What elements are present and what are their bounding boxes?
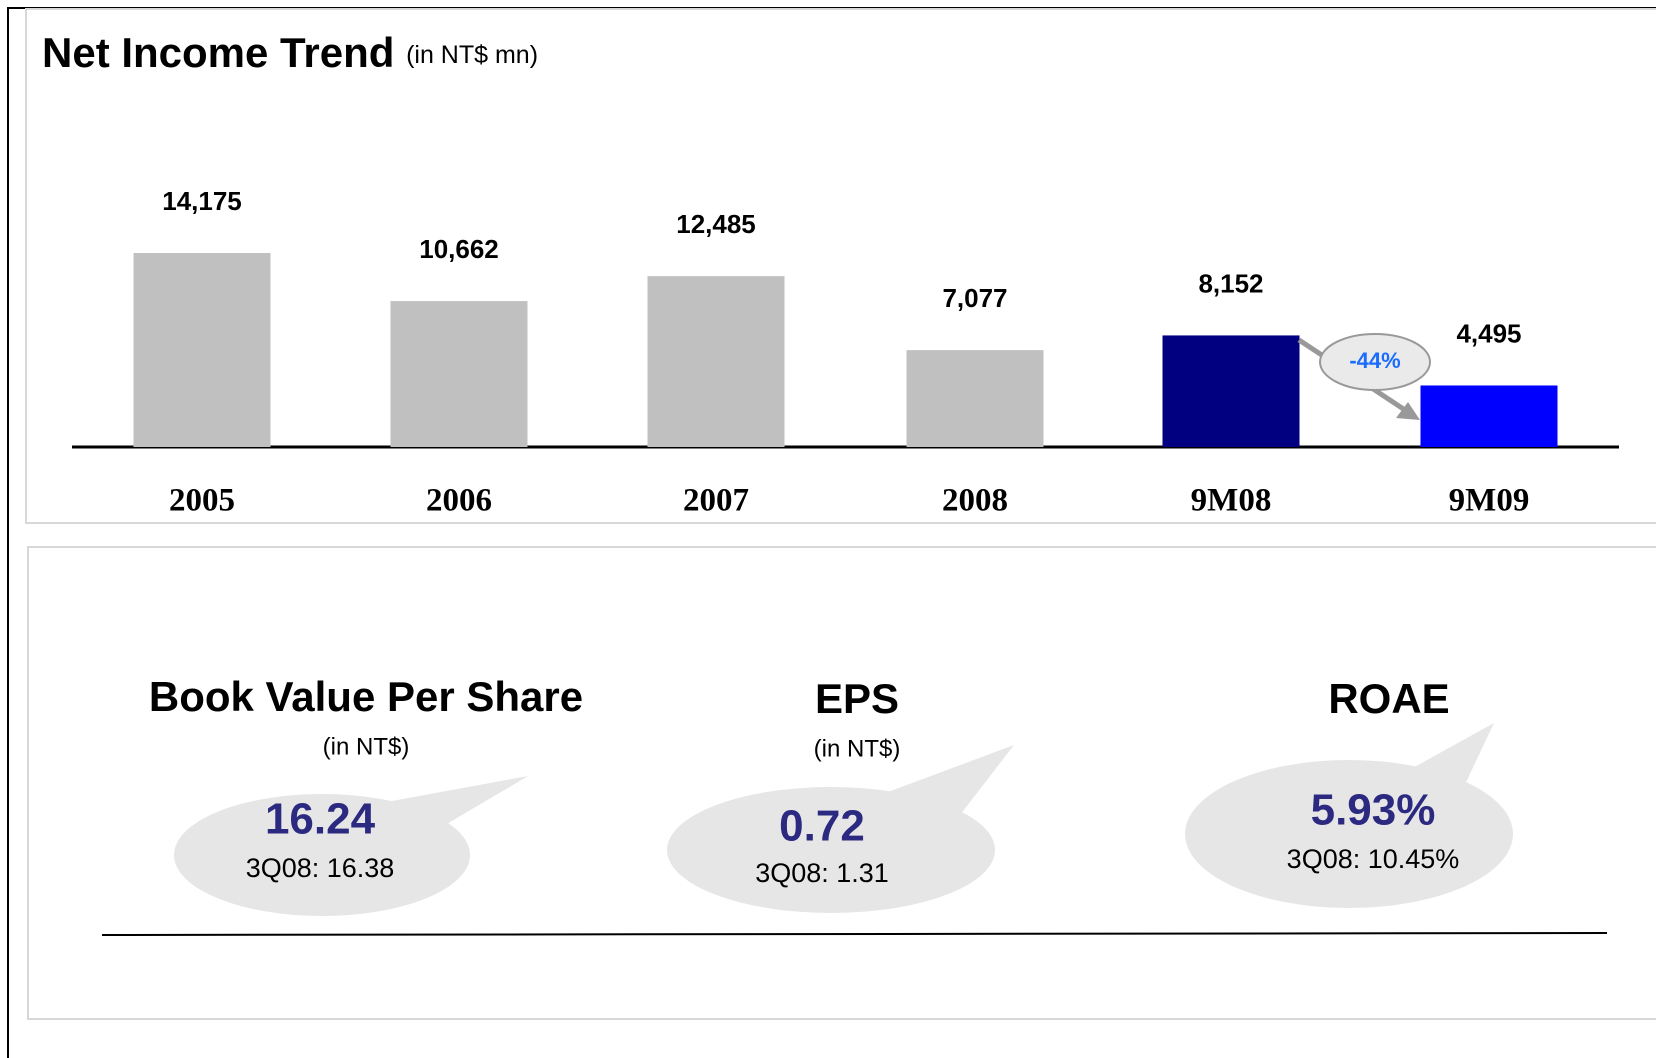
kpi-unit: (in NT$) [814,735,901,762]
kpi-value: 0.72 [779,802,865,851]
kpi-comparison: 3Q08: 16.38 [246,853,395,883]
kpi-panel [27,546,1656,1020]
x-tick-label: 2007 [683,483,749,519]
bar [906,350,1044,447]
chart-subtitle: (in NT$ mn) [406,41,538,69]
bar [647,276,785,447]
kpi-roae: ROAE 5.93% 3Q08: 10.45% [1185,675,1513,908]
x-tick-label: 9M09 [1449,483,1530,519]
bubble-tail [880,745,1014,815]
x-tick-label: 2008 [942,483,1008,519]
chart-title-text: Net Income Trend [42,29,394,76]
value-label: 8,152 [1198,268,1263,298]
bubble-tail [370,776,528,828]
x-tick-label: 9M08 [1191,483,1272,519]
kpi-eps: EPS (in NT$) 0.72 3Q08: 1.31 [667,675,1014,913]
kpi-bvps: Book Value Per Share (in NT$) 16.24 3Q08… [149,673,583,916]
chart-title: Net Income Trend (in NT$ mn) [42,29,538,76]
value-label: 12,485 [676,209,756,239]
value-label: 4,495 [1456,318,1521,348]
bubble-tail [1400,723,1494,795]
bar [390,301,528,447]
kpi-unit: (in NT$) [323,733,410,760]
kpi-comparison: 3Q08: 10.45% [1287,844,1460,874]
bubble [174,794,470,916]
change-label: -44% [1349,348,1400,373]
x-tick-label: 2006 [426,483,492,519]
value-label: 10,662 [419,234,499,264]
bubble [1185,760,1513,908]
change-bubble [1319,333,1431,391]
kpi-title: EPS [815,675,899,722]
kpi-title: ROAE [1328,675,1449,722]
value-label: 7,077 [942,283,1007,313]
divider [101,932,1608,936]
bubble [667,787,995,913]
chart-panel [25,8,1656,524]
bar [133,253,271,447]
bar [1420,385,1558,447]
kpi-comparison: 3Q08: 1.31 [755,858,889,888]
x-tick-label: 2005 [169,483,235,519]
kpi-title: Book Value Per Share [149,673,583,720]
kpi-value: 5.93% [1311,786,1436,835]
value-label: 14,175 [162,186,242,216]
arrow-head [1396,402,1420,420]
kpi-value: 16.24 [265,795,376,844]
bar [1162,335,1300,447]
